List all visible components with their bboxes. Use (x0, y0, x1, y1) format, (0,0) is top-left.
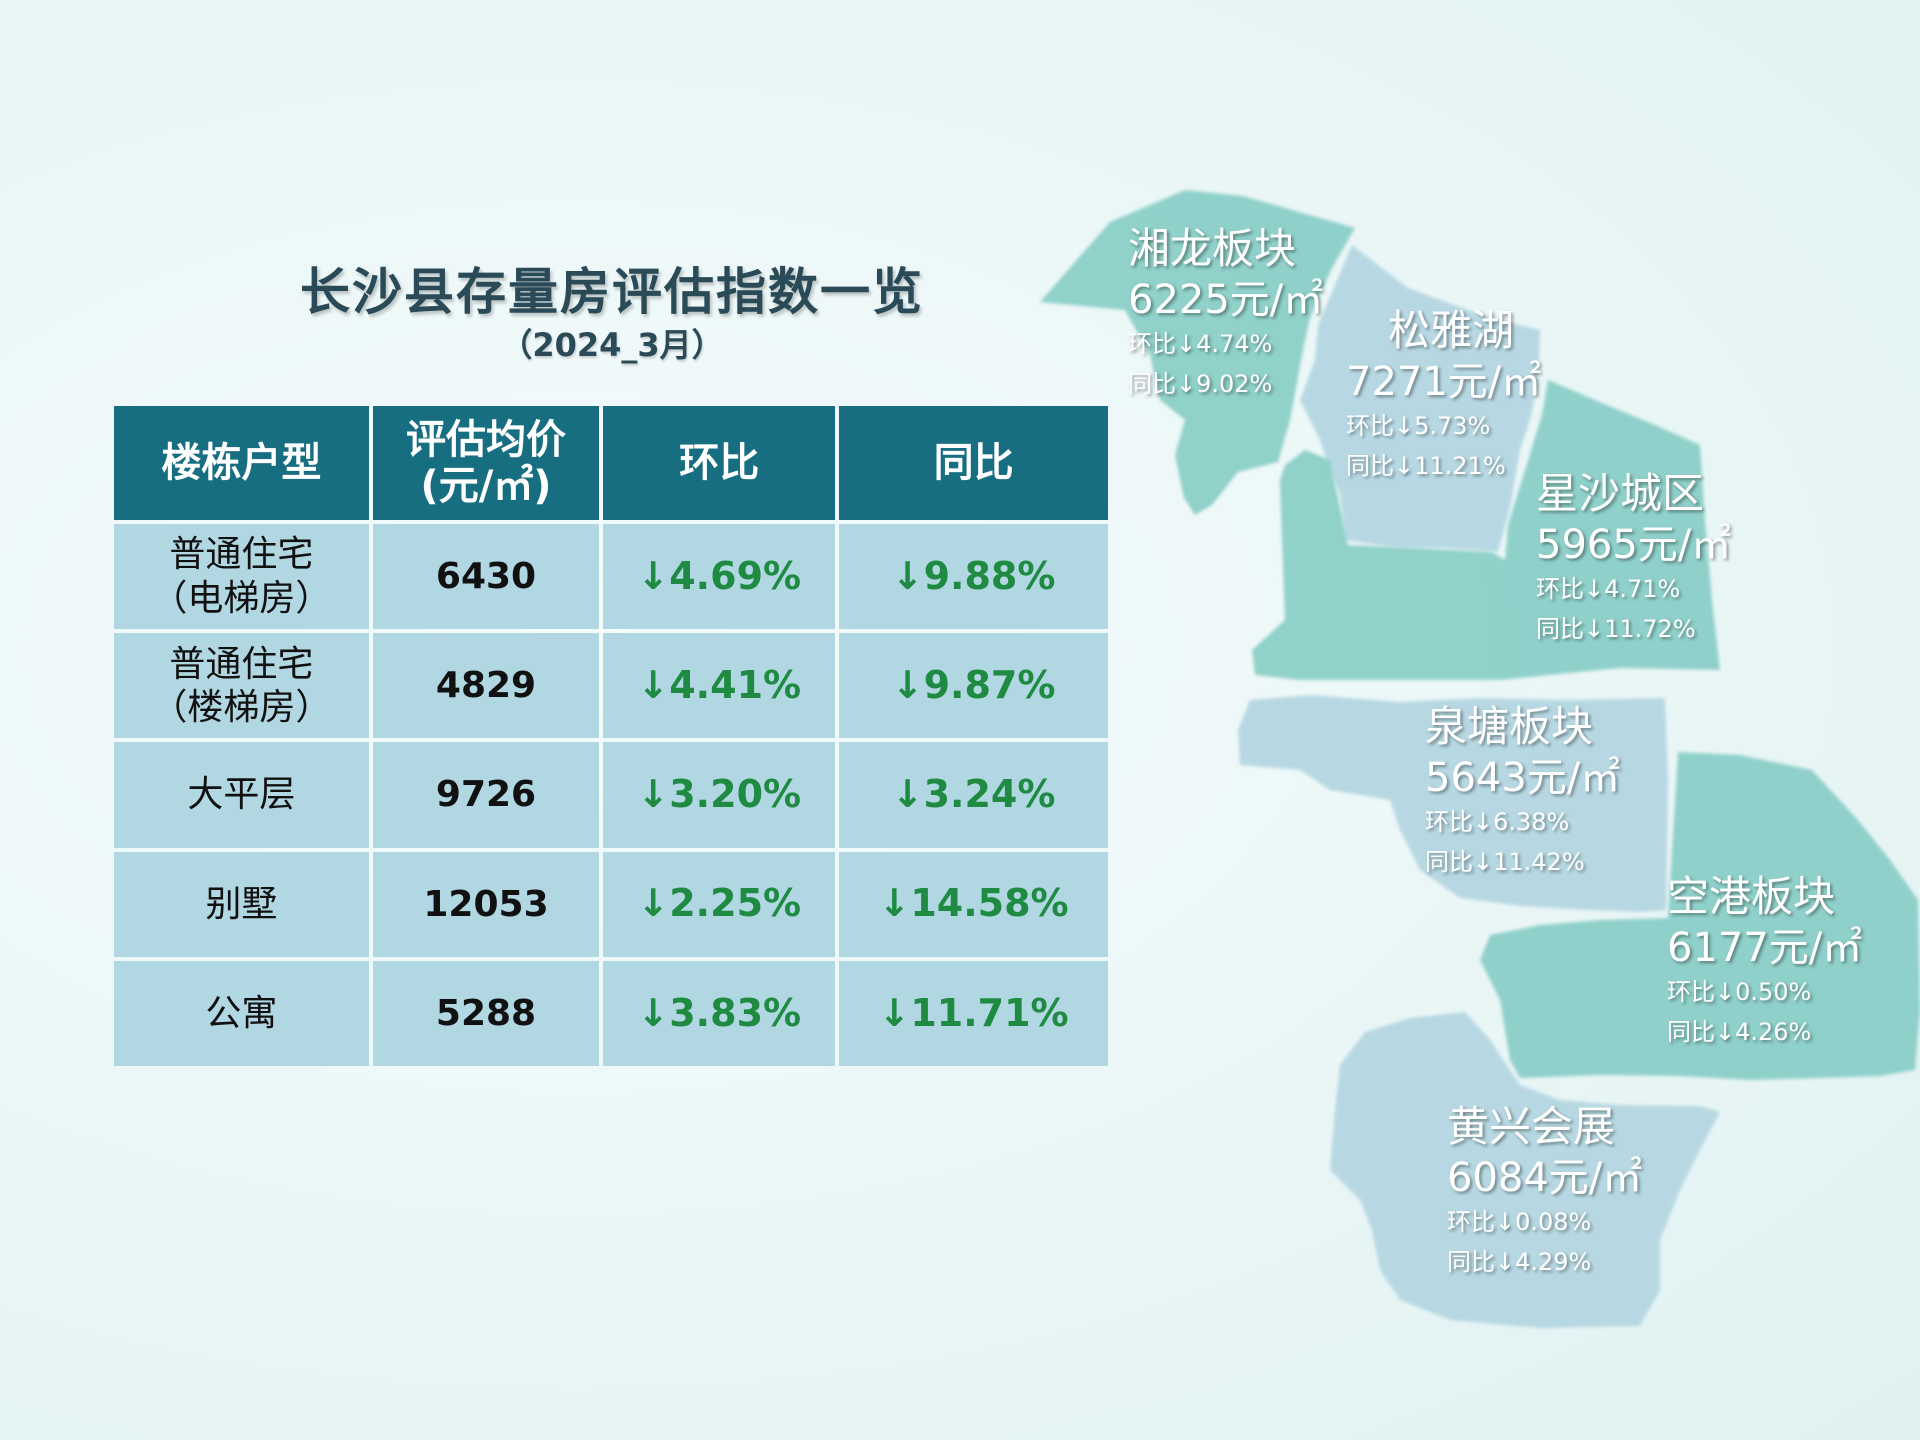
type-cell: 普通住宅 （楼梯房） (114, 633, 369, 739)
region-price: 5965元/㎡ (1536, 522, 1732, 568)
table-row: 普通住宅 （楼梯房） 4829 ↓4.41% ↓9.87% (114, 633, 1108, 739)
region-label-xingsha: 星沙城区 5965元/㎡ 环比↓4.71% 同比↓11.72% (1536, 473, 1731, 657)
mom-cell: ↓3.20% (603, 742, 836, 848)
region-label-konggang: 空港板块 6177元/㎡ 环比↓0.50% 同比↓4.26% (1667, 876, 1862, 1060)
mom-cell: ↓4.41% (603, 633, 836, 739)
region-name: 黄兴会展 (1447, 1102, 1616, 1151)
table-header-row: 楼栋户型 评估均价 (元/㎡) 环比 同比 (114, 406, 1108, 520)
header-price-label: 评估均价 (406, 417, 566, 463)
yoy-cell: ↓9.88% (839, 524, 1108, 630)
type-line1: 普通住宅 (169, 643, 314, 685)
yoy-cell: ↓11.71% (839, 960, 1108, 1066)
region-price: 5643元/㎡ (1425, 755, 1621, 801)
region-mom: 环比↓0.50% (1667, 978, 1812, 1006)
mom-cell: ↓2.25% (603, 851, 836, 957)
region-name: 空港板块 (1667, 872, 1836, 921)
header-mom: 环比 (603, 406, 836, 520)
type-line2: （电梯房） (151, 577, 332, 619)
region-mom: 环比↓4.74% (1128, 330, 1273, 358)
region-shape-xianglong (1040, 190, 1355, 515)
yoy-cell: ↓9.87% (839, 633, 1108, 739)
mom-cell: ↓3.83% (603, 960, 836, 1066)
table-row: 公寓 5288 ↓3.83% ↓11.71% (114, 960, 1108, 1066)
region-name: 星沙城区 (1536, 469, 1705, 518)
region-mom: 环比↓6.38% (1425, 808, 1570, 836)
region-label-songyahu: 松雅湖 7271元/㎡ 环比↓5.73% 同比↓11.21% (1346, 310, 1541, 494)
table-row: 普通住宅 （电梯房） 6430 ↓4.69% ↓9.88% (114, 524, 1108, 630)
region-shape-songyahu (1300, 245, 1540, 552)
price-cell: 6430 (372, 524, 600, 630)
region-name: 湘龙板块 (1128, 224, 1297, 273)
type-cell: 大平层 (114, 742, 369, 848)
region-mom: 环比↓0.08% (1447, 1208, 1592, 1236)
type-cell: 公寓 (114, 960, 369, 1066)
region-yoy: 同比↓4.29% (1447, 1248, 1592, 1276)
header-yoy: 同比 (839, 406, 1108, 520)
price-cell: 5288 (372, 960, 600, 1066)
page-subtitle: （2024_3月） (500, 326, 724, 364)
price-index-table: 楼栋户型 评估均价 (元/㎡) 环比 同比 普通住宅 （电梯房） 6430 ↓4… (110, 402, 1112, 1070)
region-price: 6225元/㎡ (1128, 277, 1324, 323)
type-cell: 别墅 (114, 851, 369, 957)
type-line1: 普通住宅 (169, 534, 314, 576)
region-yoy: 同比↓9.02% (1128, 370, 1273, 398)
region-shape-quantang (1238, 695, 1668, 912)
type-line1: 别墅 (205, 883, 278, 925)
region-yoy: 同比↓11.21% (1346, 452, 1506, 480)
table-row: 别墅 12053 ↓2.25% ↓14.58% (114, 851, 1108, 957)
type-cell: 普通住宅 （电梯房） (114, 524, 369, 630)
header-type: 楼栋户型 (114, 406, 369, 520)
region-price: 6084元/㎡ (1447, 1155, 1643, 1201)
price-cell: 4829 (372, 633, 600, 739)
header-price-unit: (元/㎡) (420, 463, 552, 509)
table-row: 大平层 9726 ↓3.20% ↓3.24% (114, 742, 1108, 848)
region-name: 泉塘板块 (1425, 702, 1594, 751)
page-title: 长沙县存量房评估指数一览 (300, 263, 924, 321)
yoy-cell: ↓14.58% (839, 851, 1108, 957)
region-mom: 环比↓4.71% (1536, 575, 1681, 603)
region-shape-huangxing (1330, 1012, 1720, 1328)
header-price: 评估均价 (元/㎡) (372, 406, 600, 520)
yoy-cell: ↓3.24% (839, 742, 1108, 848)
region-yoy: 同比↓4.26% (1667, 1018, 1812, 1046)
region-name: 松雅湖 (1388, 306, 1515, 355)
mom-cell: ↓4.69% (603, 524, 836, 630)
region-price: 6177元/㎡ (1667, 925, 1863, 971)
region-label-xianglong: 湘龙板块 6225元/㎡ 环比↓4.74% 同比↓9.02% (1128, 228, 1323, 412)
price-cell: 12053 (372, 851, 600, 957)
type-line2: （楼梯房） (151, 686, 332, 728)
region-yoy: 同比↓11.72% (1536, 615, 1696, 643)
region-shape-xingsha (1252, 380, 1720, 680)
region-label-huangxing: 黄兴会展 6084元/㎡ 环比↓0.08% 同比↓4.29% (1447, 1106, 1642, 1290)
price-cell: 9726 (372, 742, 600, 848)
region-yoy: 同比↓11.42% (1425, 848, 1585, 876)
type-line1: 公寓 (205, 992, 278, 1034)
region-mom: 环比↓5.73% (1346, 412, 1491, 440)
region-label-quantang: 泉塘板块 5643元/㎡ 环比↓6.38% 同比↓11.42% (1425, 706, 1620, 890)
region-price: 7271元/㎡ (1346, 359, 1542, 405)
type-line1: 大平层 (187, 774, 296, 816)
region-shape-konggang (1480, 752, 1920, 1080)
